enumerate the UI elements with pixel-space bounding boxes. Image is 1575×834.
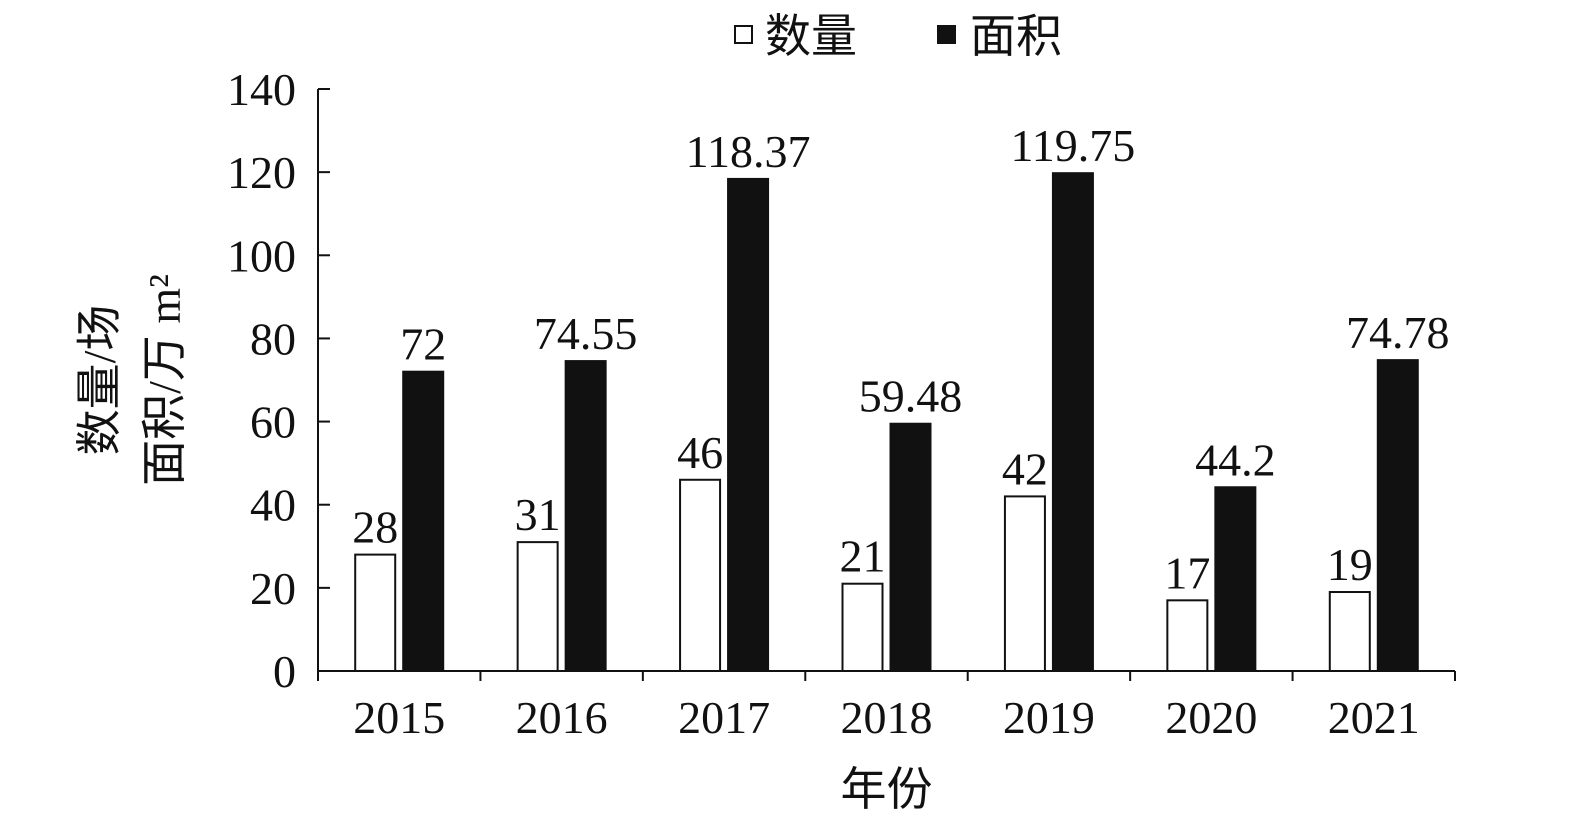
- data-label-count: 28: [352, 502, 398, 553]
- y-tick-label: 40: [250, 480, 296, 531]
- bar-area: [564, 360, 607, 672]
- data-label-area: 59.48: [859, 371, 963, 422]
- bar-area: [1376, 359, 1419, 672]
- bar-count: [516, 541, 559, 673]
- data-label-area: 118.37: [686, 126, 811, 177]
- x-tick-label: 2015: [353, 692, 445, 743]
- x-tick-label: 2017: [678, 692, 770, 743]
- bar-area: [1214, 486, 1257, 672]
- data-label-area: 119.75: [1011, 120, 1136, 171]
- legend-label-count: 数量: [765, 11, 857, 62]
- data-label-count: 31: [515, 489, 561, 540]
- legend-swatch-count: [734, 25, 753, 44]
- legend-swatch-area: [937, 25, 956, 44]
- data-label-count: 46: [677, 427, 723, 478]
- axes: 0 20 40 60 80 100 120 140: [227, 64, 1456, 697]
- data-label-area: 74.78: [1346, 307, 1450, 358]
- data-label-area: 72: [400, 319, 446, 370]
- data-label-count: 17: [1164, 547, 1210, 598]
- y-tick-label: 140: [227, 64, 296, 115]
- x-tick-labels: 2015 2016 2017 2018 2019 2020 2021: [353, 692, 1420, 743]
- x-tick-label: 2019: [1003, 692, 1095, 743]
- x-tick-label: 2016: [516, 692, 608, 743]
- y-axis-title: 数量/场 面积/万 m²: [74, 274, 190, 486]
- bar-count: [1166, 599, 1209, 672]
- y-tick-label: 0: [273, 646, 296, 697]
- bar-count: [354, 553, 397, 672]
- data-label-area: 74.55: [534, 308, 638, 359]
- data-label-area: 44.2: [1195, 434, 1276, 485]
- bar-count: [679, 478, 722, 672]
- y-tick-label: 120: [227, 147, 296, 198]
- data-label-count: 19: [1327, 539, 1373, 590]
- bar-area: [402, 370, 445, 672]
- y-axis-title-line: 面积/万 m²: [139, 274, 190, 486]
- y-axis-title-line: 数量/场: [74, 305, 125, 456]
- bar-count: [1328, 591, 1371, 672]
- data-label-count: 42: [1002, 443, 1048, 494]
- data-label-count: 21: [840, 531, 886, 582]
- y-tick-label: 80: [250, 313, 296, 364]
- y-tick-label: 20: [250, 563, 296, 614]
- x-tick-label: 2021: [1328, 692, 1420, 743]
- bar-area: [889, 422, 932, 673]
- legend-label-area: 面积: [970, 11, 1062, 62]
- bar-count: [1003, 495, 1046, 672]
- x-tick-label: 2020: [1165, 692, 1257, 743]
- bar-area: [1051, 172, 1094, 673]
- legend: 数量 面积: [734, 11, 1062, 62]
- x-axis-title: 年份: [841, 764, 933, 815]
- bar-count: [841, 582, 884, 673]
- x-tick-label: 2018: [841, 692, 933, 743]
- bar-area: [727, 177, 770, 672]
- y-tick-label: 100: [227, 230, 296, 281]
- y-tick-label: 60: [250, 397, 296, 448]
- bars: [354, 172, 1419, 673]
- data-labels: 28 72 31 74.55 46 118.37 21 59.48 42 119.75 17 44.2…: [352, 120, 1449, 598]
